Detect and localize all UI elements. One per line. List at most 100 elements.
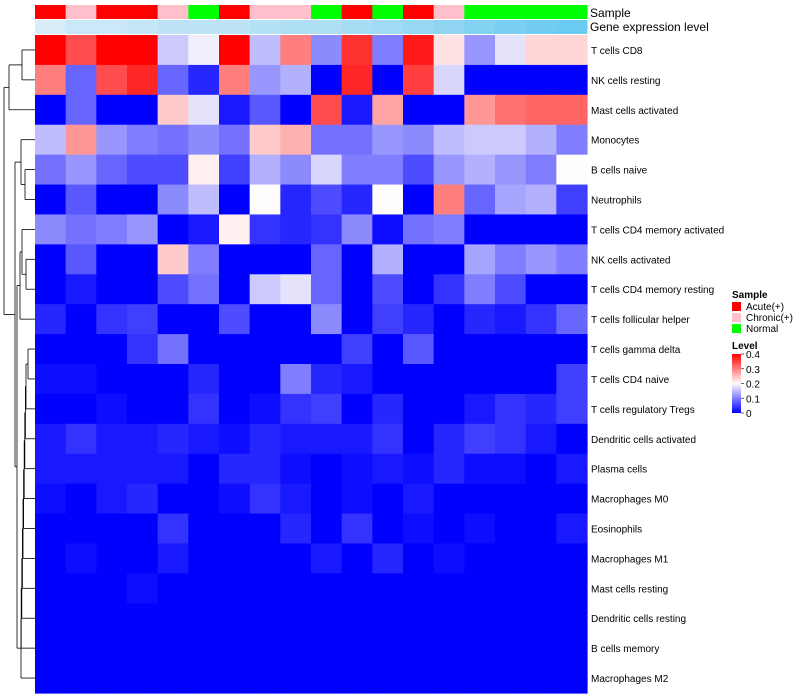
heatmap-cell	[403, 483, 435, 515]
heatmap-cell	[311, 94, 343, 126]
heatmap-cell	[96, 483, 128, 515]
heatmap-cell	[556, 573, 588, 604]
heatmap-cell	[219, 513, 251, 545]
legend-entry-label: Chronic(+)	[746, 313, 793, 324]
heatmap-cell	[311, 663, 343, 694]
heatmap-cell	[280, 543, 312, 574]
heatmap-cell	[249, 304, 281, 335]
heatmap-cell	[341, 244, 373, 275]
heatmap-cell	[495, 603, 527, 634]
heatmap-cell	[464, 573, 496, 604]
heatmap-cell	[249, 453, 281, 485]
expression-annotation-cell	[341, 20, 373, 34]
heatmap-cell	[65, 274, 97, 305]
heatmap-cell	[525, 364, 557, 395]
heatmap-cell	[65, 543, 97, 574]
row-label: Mast cells resting	[591, 584, 668, 595]
row-label: B cells naive	[591, 166, 648, 177]
sample-annotation-cell	[372, 5, 404, 19]
heatmap-cell	[311, 633, 343, 664]
heatmap-cell	[65, 453, 97, 485]
heatmap-cell	[403, 154, 435, 186]
heatmap-cell	[556, 393, 588, 425]
heatmap-cell	[127, 244, 159, 275]
heatmap-cell	[35, 184, 67, 216]
heatmap-cell	[341, 334, 373, 365]
heatmap-cell	[219, 543, 251, 574]
heatmap-cell	[127, 304, 159, 335]
heatmap-cell	[249, 94, 281, 126]
legend-tick-label: 0	[746, 409, 752, 420]
heatmap-cell	[127, 64, 159, 96]
legend-level-title: Level	[732, 341, 758, 352]
heatmap-cell	[556, 184, 588, 216]
heatmap-cell	[311, 334, 343, 365]
heatmap-cell	[464, 633, 496, 664]
heatmap-cell	[433, 453, 465, 485]
heatmap-cell	[433, 423, 465, 455]
heatmap-cell	[65, 334, 97, 365]
heatmap-cell	[495, 663, 527, 694]
sample-annotation-cell	[341, 5, 373, 19]
heatmap-cell	[341, 573, 373, 604]
heatmap-cell	[35, 543, 67, 574]
heatmap-cell	[188, 94, 220, 126]
heatmap-cell	[35, 573, 67, 604]
heatmap-cell	[35, 633, 67, 664]
heatmap-cell	[249, 603, 281, 634]
expression-annotation-cell	[525, 20, 557, 34]
heatmap-cell	[280, 423, 312, 455]
heatmap-cell	[433, 483, 465, 515]
heatmap-cell	[127, 513, 159, 545]
heatmap-cell	[341, 603, 373, 634]
heatmap-cell	[188, 214, 220, 245]
heatmap-cell	[495, 364, 527, 395]
heatmap-cell	[96, 603, 128, 634]
heatmap-cell	[280, 513, 312, 545]
heatmap-cell	[65, 154, 97, 186]
heatmap-cell	[249, 334, 281, 365]
heatmap-cell	[96, 364, 128, 395]
heatmap-cell	[433, 543, 465, 574]
heatmap-cell	[464, 64, 496, 96]
row-label: T cells follicular helper	[591, 315, 690, 326]
sample-annotation-cell	[157, 5, 189, 19]
heatmap-cell	[157, 543, 189, 574]
expression-annotation-cell	[464, 20, 496, 34]
annotation-label-expression: Gene expression level	[590, 20, 709, 34]
heatmap-cell	[464, 663, 496, 694]
heatmap-cell	[433, 35, 465, 66]
expression-annotation-cell	[311, 20, 343, 34]
heatmap-cell	[403, 423, 435, 455]
heatmap-cell	[372, 154, 404, 186]
heatmap-cell	[249, 364, 281, 395]
heatmap-cell	[403, 184, 435, 216]
heatmap-cell	[280, 35, 312, 66]
heatmap-cell	[372, 64, 404, 96]
row-label: Macrophages M1	[591, 554, 669, 565]
heatmap-cell	[157, 573, 189, 604]
heatmap-cell	[464, 603, 496, 634]
heatmap-cell	[219, 304, 251, 335]
heatmap-cell	[433, 304, 465, 335]
heatmap-cell	[495, 513, 527, 545]
heatmap-cell	[96, 334, 128, 365]
heatmap-cell	[525, 663, 557, 694]
heatmap-cell	[372, 423, 404, 455]
heatmap-cell	[219, 244, 251, 275]
heatmap-cell	[280, 214, 312, 245]
heatmap-cell	[464, 483, 496, 515]
annotation-label-sample: Sample	[590, 6, 631, 20]
heatmap-cell	[157, 304, 189, 335]
heatmap-cell	[219, 154, 251, 186]
heatmap-cell	[403, 663, 435, 694]
heatmap-cell	[35, 453, 67, 485]
sample-annotation-cell	[35, 5, 67, 19]
heatmap-cell	[127, 334, 159, 365]
heatmap-cell	[403, 513, 435, 545]
heatmap-cell	[96, 393, 128, 425]
heatmap-cell	[311, 543, 343, 574]
heatmap-cell	[433, 184, 465, 216]
heatmap-cell	[372, 35, 404, 66]
expression-annotation-cell	[219, 20, 251, 34]
